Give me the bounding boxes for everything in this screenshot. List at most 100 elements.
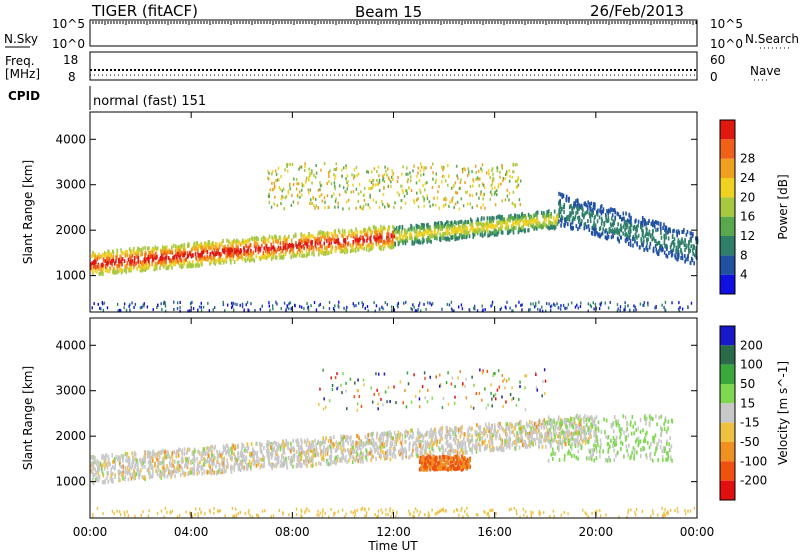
power-cell: [161, 308, 163, 312]
power-cell: [108, 257, 111, 262]
power-cell: [379, 229, 382, 234]
power-cell: [669, 229, 672, 234]
velocity-cell: [397, 430, 400, 435]
power-cell: [245, 253, 247, 258]
velocity-cell: [275, 456, 278, 461]
power-cell: [477, 222, 480, 227]
power-cell: [512, 226, 515, 231]
velocity-cell: [340, 437, 342, 442]
power-cell: [574, 201, 577, 206]
power-cell: [363, 198, 366, 202]
power-cell: [437, 230, 439, 235]
power-cell: [505, 221, 507, 226]
power-cell: [426, 229, 429, 234]
power-cell: [676, 257, 678, 262]
velocity-cell: [248, 459, 251, 464]
velocity-cell: [234, 455, 236, 460]
power-cell: [666, 247, 668, 252]
power-cell: [257, 237, 259, 242]
power-cell: [359, 234, 362, 239]
power-cell: [412, 199, 415, 203]
power-cell: [471, 206, 474, 210]
velocity-cell: [152, 469, 154, 474]
power-cell: [377, 238, 380, 243]
power-cell: [672, 248, 675, 253]
power-cell: [604, 235, 607, 240]
power-cell: [398, 229, 401, 234]
power-cell: [654, 219, 657, 224]
power-cell: [199, 243, 202, 248]
power-cell: [488, 224, 491, 229]
power-cell: [208, 309, 211, 313]
power-cell: [448, 237, 451, 242]
power-cell: [378, 245, 381, 250]
power-cell: [313, 252, 315, 257]
power-cell: [497, 185, 500, 189]
velocity-cell: [193, 454, 196, 459]
power-cell: [352, 239, 355, 244]
power-cell: [153, 248, 155, 253]
power-cell: [383, 180, 386, 184]
power-cell: [591, 225, 594, 230]
velocity-cell: [168, 460, 171, 465]
velocity-cell: [97, 460, 100, 465]
power-cell: [647, 237, 649, 242]
power-cell: [440, 235, 442, 240]
power-cell: [298, 239, 301, 244]
power-cell: [617, 212, 620, 217]
power-cell: [600, 232, 603, 237]
power-cell: [283, 301, 286, 305]
power-cell: [221, 248, 224, 253]
velocity-cell: [111, 477, 114, 482]
power-cell: [343, 229, 346, 234]
power-cell: [276, 247, 279, 252]
velocity-cell: [279, 463, 282, 468]
power-cell: [481, 163, 484, 167]
power-cell: [428, 200, 431, 204]
power-cell: [405, 189, 408, 193]
velocity-cell: [113, 459, 115, 464]
power-cell: [322, 250, 325, 255]
velocity-cell: [167, 466, 169, 471]
power-cell: [421, 237, 424, 242]
power-cell: [314, 175, 317, 179]
velocity-cell: [391, 452, 394, 457]
power-cell: [311, 239, 313, 244]
power-cell: [370, 245, 373, 250]
power-cell: [272, 239, 275, 244]
power-cell: [420, 309, 422, 313]
power-cell: [368, 248, 370, 253]
velocity-cell: [206, 451, 209, 456]
power-cell: [681, 256, 684, 261]
power-cell: [432, 171, 434, 175]
velocity-cell: [532, 429, 534, 434]
velocity-cell: [446, 444, 449, 449]
power-cell: [620, 228, 623, 233]
power-cell: [333, 168, 336, 172]
power-cell: [644, 233, 647, 238]
velocity-cell: [216, 453, 219, 458]
velocity-cell: [471, 438, 474, 443]
power-cell: [201, 252, 203, 257]
velocity-cell: [141, 474, 144, 479]
velocity-cell: [575, 415, 577, 420]
velocity-cell: [305, 451, 308, 456]
power-cell: [367, 170, 370, 174]
power-cell: [92, 264, 95, 269]
power-cell: [678, 309, 681, 313]
power-cell: [289, 187, 292, 191]
power-cell: [151, 259, 154, 264]
power-cell: [594, 302, 597, 306]
power-cell: [345, 190, 347, 194]
power-cell: [174, 244, 177, 249]
power-cell: [125, 264, 127, 269]
power-cell: [514, 225, 517, 230]
power-cell: [464, 168, 466, 172]
power-cell: [146, 305, 149, 309]
power-cell: [226, 238, 228, 243]
velocity-cell: [528, 442, 530, 447]
power-cell: [239, 303, 241, 307]
velocity-cell: [122, 468, 124, 473]
power-cell: [275, 179, 277, 183]
velocity-cell: [430, 438, 433, 443]
